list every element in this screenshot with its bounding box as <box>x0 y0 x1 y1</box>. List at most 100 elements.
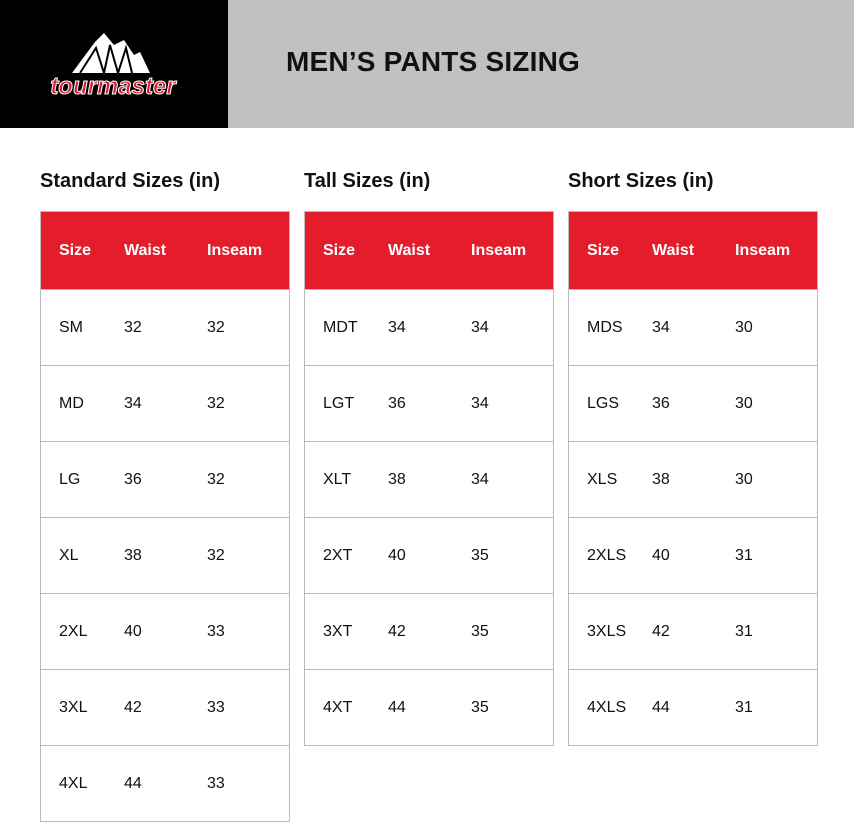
table-row: LG 36 32 <box>40 441 290 518</box>
table-cell: 42 <box>388 593 471 670</box>
table-cell: 44 <box>124 745 207 822</box>
section-title: Tall Sizes (in) <box>304 170 431 192</box>
table-cell: 4XT <box>304 669 388 746</box>
table-cell: 36 <box>652 365 735 442</box>
table-cell: 32 <box>207 365 290 442</box>
table-cell: LGT <box>304 365 388 442</box>
table-cell: 32 <box>207 517 290 594</box>
size-table: Size Waist Inseam MDT 34 34 LGT 36 34 XLT 38 34 2XT 4… <box>304 211 554 746</box>
table-cell: 4XLS <box>568 669 652 746</box>
table-cell: 33 <box>207 745 290 822</box>
table-cell: 38 <box>124 517 207 594</box>
table-cell: 3XLS <box>568 593 652 670</box>
table-cell: XLS <box>568 441 652 518</box>
table-cell: 40 <box>388 517 471 594</box>
column-header: Size <box>40 211 124 290</box>
table-cell: 40 <box>652 517 735 594</box>
table-cell: 34 <box>652 289 735 366</box>
mountain-logo-icon: tourmaster <box>50 33 178 101</box>
column-header: Waist <box>124 211 207 290</box>
table-cell: 42 <box>124 669 207 746</box>
table-cell: 44 <box>652 669 735 746</box>
table-cell: 2XT <box>304 517 388 594</box>
table-cell: 2XL <box>40 593 124 670</box>
table-row: LGT 36 34 <box>304 365 554 442</box>
size-table: Size Waist Inseam SM 32 32 MD 34 32 LG 36 32 XL 38 32 2… <box>40 211 290 822</box>
table-header-row: Size Waist Inseam <box>40 211 290 290</box>
table-cell: 3XL <box>40 669 124 746</box>
table-row: 2XT 40 35 <box>304 517 554 594</box>
header-banner: tourmaster MEN’S PANTS SIZING <box>0 0 854 128</box>
table-row: 2XLS 40 31 <box>568 517 818 594</box>
table-cell: 36 <box>388 365 471 442</box>
column-header: Inseam <box>735 211 818 290</box>
size-section: Tall Sizes (in) Size Waist Inseam MDT 34 34 LG… <box>304 170 554 746</box>
size-section: Standard Sizes (in) Size Waist Inseam SM 32 3… <box>40 170 290 822</box>
table-cell: 34 <box>471 289 554 366</box>
table-cell: 38 <box>652 441 735 518</box>
section-title: Short Sizes (in) <box>568 170 714 192</box>
table-cell: 30 <box>735 365 818 442</box>
table-cell: 35 <box>471 517 554 594</box>
table-cell: XL <box>40 517 124 594</box>
table-cell: 31 <box>735 593 818 670</box>
table-row: 4XLS 44 31 <box>568 669 818 746</box>
table-cell: SM <box>40 289 124 366</box>
table-row: SM 32 32 <box>40 289 290 366</box>
table-cell: 31 <box>735 517 818 594</box>
table-header-row: Size Waist Inseam <box>304 211 554 290</box>
table-cell: LG <box>40 441 124 518</box>
size-table: Size Waist Inseam MDS 34 30 LGS 36 30 XLS 38 30 2XLS… <box>568 211 818 746</box>
table-cell: 38 <box>388 441 471 518</box>
table-cell: 35 <box>471 593 554 670</box>
table-cell: 30 <box>735 289 818 366</box>
table-row: XLT 38 34 <box>304 441 554 518</box>
column-header: Size <box>304 211 388 290</box>
table-cell: 42 <box>652 593 735 670</box>
table-row: MD 34 32 <box>40 365 290 442</box>
table-cell: 32 <box>207 289 290 366</box>
table-cell: 34 <box>388 289 471 366</box>
table-cell: 40 <box>124 593 207 670</box>
column-header: Inseam <box>207 211 290 290</box>
table-cell: 4XL <box>40 745 124 822</box>
column-header: Size <box>568 211 652 290</box>
table-cell: 30 <box>735 441 818 518</box>
table-cell: MD <box>40 365 124 442</box>
table-cell: MDS <box>568 289 652 366</box>
table-cell: XLT <box>304 441 388 518</box>
table-row: 3XLS 42 31 <box>568 593 818 670</box>
table-header-row: Size Waist Inseam <box>568 211 818 290</box>
table-cell: 44 <box>388 669 471 746</box>
table-cell: MDT <box>304 289 388 366</box>
size-section: Short Sizes (in) Size Waist Inseam MDS 34 30 L… <box>568 170 818 746</box>
table-cell: 35 <box>471 669 554 746</box>
table-row: 4XT 44 35 <box>304 669 554 746</box>
table-cell: 34 <box>124 365 207 442</box>
table-row: 2XL 40 33 <box>40 593 290 670</box>
table-cell: 34 <box>471 365 554 442</box>
column-header: Waist <box>652 211 735 290</box>
table-row: MDS 34 30 <box>568 289 818 366</box>
table-row: LGS 36 30 <box>568 365 818 442</box>
table-cell: 36 <box>124 441 207 518</box>
table-cell: 2XLS <box>568 517 652 594</box>
table-cell: 33 <box>207 593 290 670</box>
svg-text:tourmaster: tourmaster <box>50 73 177 100</box>
table-cell: 34 <box>471 441 554 518</box>
table-row: XL 38 32 <box>40 517 290 594</box>
table-cell: 32 <box>124 289 207 366</box>
table-row: 3XT 42 35 <box>304 593 554 670</box>
table-cell: LGS <box>568 365 652 442</box>
table-row: 4XL 44 33 <box>40 745 290 822</box>
table-cell: 3XT <box>304 593 388 670</box>
column-header: Waist <box>388 211 471 290</box>
section-title: Standard Sizes (in) <box>40 170 221 192</box>
brand-logo: tourmaster <box>0 0 228 128</box>
table-row: 3XL 42 33 <box>40 669 290 746</box>
table-cell: 33 <box>207 669 290 746</box>
table-cell: 31 <box>735 669 818 746</box>
table-row: MDT 34 34 <box>304 289 554 366</box>
table-cell: 32 <box>207 441 290 518</box>
page-title: MEN’S PANTS SIZING <box>286 46 580 77</box>
